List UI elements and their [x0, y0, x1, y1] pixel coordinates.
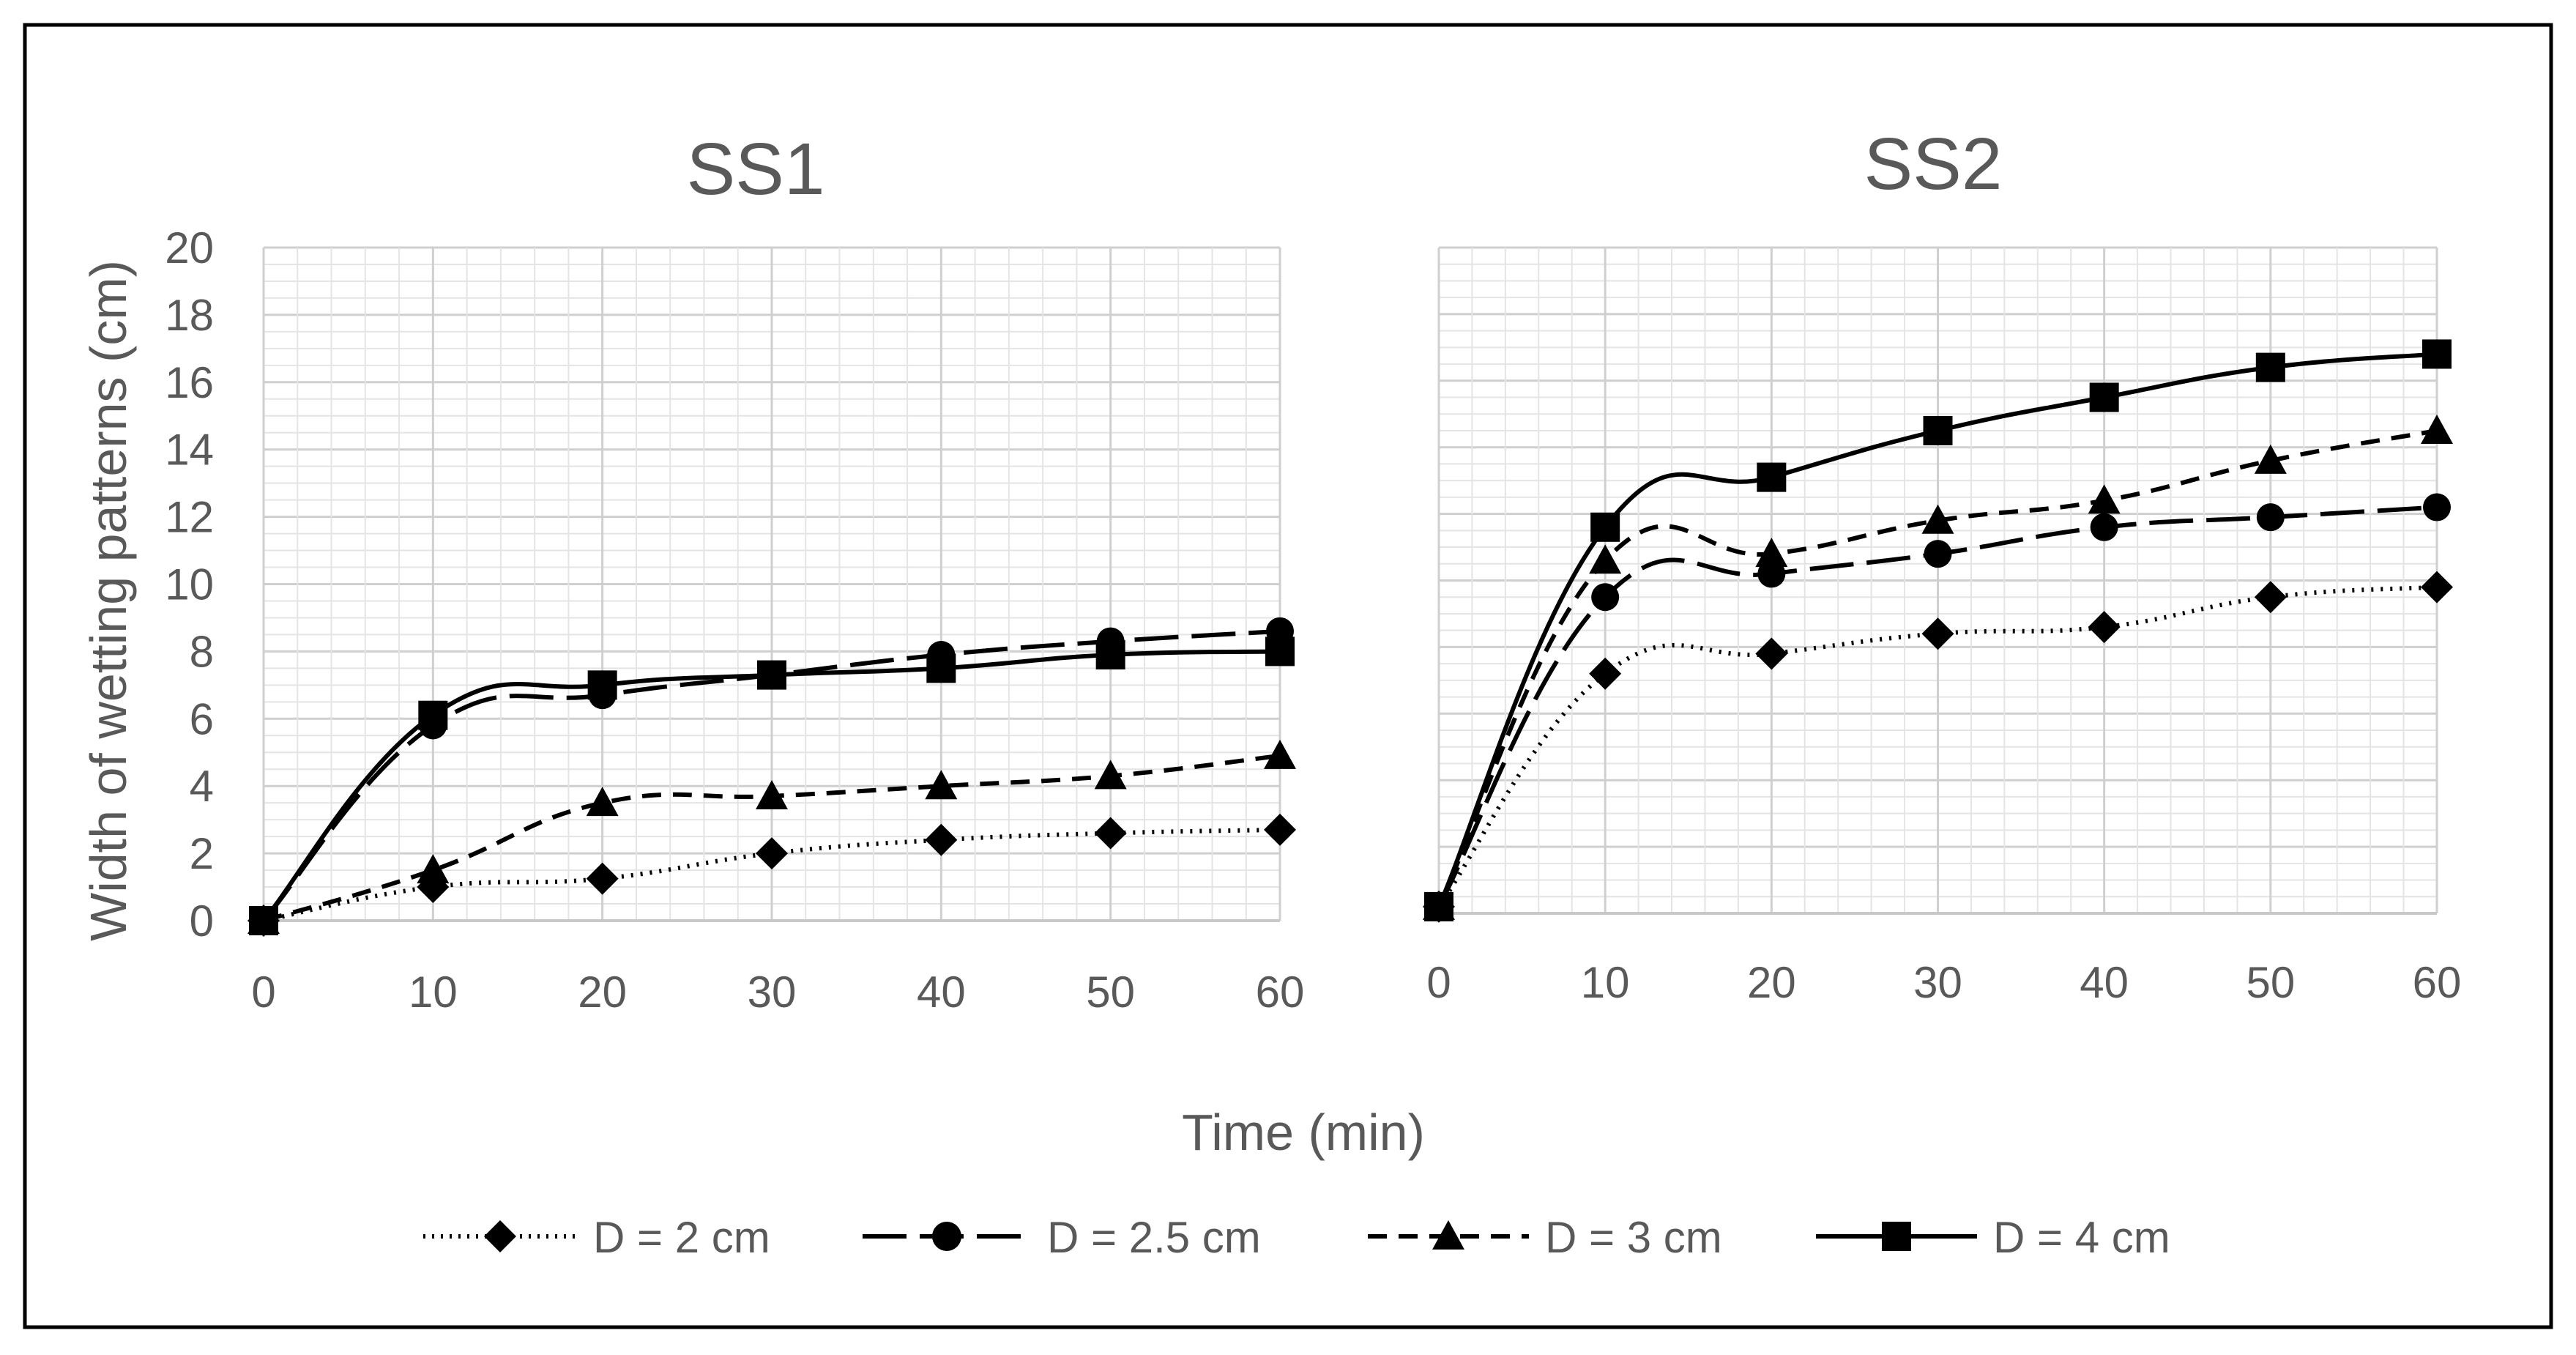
y-tick-label: 14 [165, 426, 214, 475]
legend-label-d-2-5cm: D = 2.5 cm [1047, 1213, 1261, 1262]
chart-panel-ss1: 0 10 20 30 40 50 60 0 2 4 6 8 10 12 14 16 18 20 [165, 223, 1304, 1017]
series-ss2-d-4-cm [1424, 339, 2452, 921]
data-point-diamond [1755, 637, 1788, 670]
data-point-square [2089, 382, 2119, 412]
series-ss2-d-2-cm [1423, 571, 2453, 923]
data-point-square [926, 653, 956, 683]
data-point-square [418, 700, 448, 730]
data-point-circle [1591, 583, 1620, 612]
chart-panel-ss2: 0 10 20 30 40 50 60 [1423, 246, 2462, 1007]
series-ss1-d-2-cm [247, 813, 1296, 937]
data-point-triangle [2421, 414, 2453, 444]
y-tick-label: 4 [190, 762, 214, 811]
data-point-triangle [417, 854, 450, 884]
data-point-diamond [925, 823, 958, 856]
data-point-diamond [2088, 611, 2121, 644]
y-tick-label: 12 [165, 493, 214, 542]
legend: D = 2 cm D = 2.5 cm D = 3 cm D = 4 cm [423, 1213, 2170, 1262]
x-tick-label: 60 [2413, 958, 2462, 1007]
data-point-square [1757, 462, 1787, 492]
y-tick-label: 8 [190, 627, 214, 676]
data-point-square [587, 670, 617, 700]
legend-item-d-2cm: D = 2 cm [423, 1213, 770, 1262]
x-tick-label: 10 [409, 968, 458, 1017]
data-point-square [1265, 636, 1295, 667]
legend-marker-square [1882, 1222, 1911, 1251]
data-point-circle [2256, 503, 2285, 532]
legend-item-d-4cm: D = 4 cm [1816, 1213, 2170, 1262]
x-tick-label: 50 [2246, 958, 2295, 1007]
data-point-circle [2090, 513, 2118, 541]
series-line [1437, 505, 2438, 908]
x-tick-label: 20 [578, 968, 627, 1017]
x-tick-label: 30 [748, 968, 797, 1017]
data-point-square [2255, 352, 2285, 382]
legend-label-d-2cm: D = 2 cm [593, 1213, 770, 1262]
data-point-diamond [756, 837, 788, 870]
data-point-diamond [1589, 657, 1622, 690]
x-tick-label: 30 [1913, 958, 1962, 1007]
y-tick-label: 20 [165, 223, 214, 272]
data-point-square [757, 660, 786, 690]
data-point-diamond [1921, 617, 1954, 650]
x-tick-label: 0 [251, 968, 275, 1017]
data-point-triangle [586, 787, 619, 817]
legend-label-d-4cm: D = 4 cm [1993, 1213, 2170, 1262]
series-ss1-d-4-cm [249, 636, 1295, 935]
legend-marker-triangle [1432, 1220, 1464, 1250]
y-tick-label: 2 [190, 829, 214, 878]
x-tick-label: 40 [2080, 958, 2129, 1007]
data-point-square [249, 906, 278, 935]
data-point-circle [2423, 493, 2451, 521]
gridlines-ss1 [262, 246, 1281, 922]
data-point-diamond [586, 862, 619, 895]
legend-marker-diamond [484, 1220, 516, 1252]
data-point-triangle [756, 779, 788, 809]
data-point-triangle [1589, 544, 1622, 574]
data-point-diamond [1094, 817, 1127, 850]
data-point-square [1923, 415, 1953, 445]
data-point-square [1095, 639, 1125, 669]
data-point-triangle [925, 770, 958, 800]
data-point-triangle [1264, 739, 1296, 769]
y-tick-label: 10 [165, 560, 214, 609]
gridlines-ss2 [1437, 246, 2438, 915]
y-tick-label: 6 [190, 694, 214, 743]
x-tick-label: 20 [1747, 958, 1796, 1007]
data-point-square [1590, 512, 1620, 542]
x-axis-label: Time (min) [1182, 1104, 1425, 1161]
data-point-triangle [2254, 444, 2287, 474]
data-point-triangle [1755, 538, 1788, 568]
legend-label-d-3cm: D = 3 cm [1545, 1213, 1722, 1262]
legend-item-d-2-5cm: D = 2.5 cm [863, 1213, 1261, 1262]
panel-title-ss2: SS2 [1864, 123, 2002, 205]
y-tick-label: 18 [165, 291, 214, 340]
data-point-square [1424, 891, 1453, 921]
y-axis-label: Width of wetting patterns (cm) [80, 260, 137, 941]
data-point-triangle [1921, 504, 1954, 534]
data-point-triangle [1094, 760, 1127, 790]
y-tick-label: 0 [190, 896, 214, 946]
data-point-diamond [1264, 813, 1296, 846]
series-line [1437, 428, 2438, 908]
data-point-square [2422, 339, 2452, 369]
legend-item-d-3cm: D = 3 cm [1368, 1213, 1722, 1262]
data-point-diamond [2254, 581, 2287, 614]
x-tick-label: 60 [1256, 968, 1305, 1017]
x-tick-label: 40 [917, 968, 966, 1017]
data-point-circle [1924, 540, 1952, 568]
x-tick-label: 10 [1581, 958, 1630, 1007]
y-tick-label: 16 [165, 358, 214, 407]
legend-marker-circle [932, 1222, 961, 1251]
panel-title-ss1: SS1 [686, 128, 824, 210]
x-tick-label: 0 [1426, 958, 1451, 1007]
data-point-triangle [2088, 484, 2121, 514]
data-point-diamond [2421, 571, 2453, 604]
series-ss1-d-3-cm [247, 739, 1296, 934]
x-tick-label: 50 [1086, 968, 1135, 1017]
